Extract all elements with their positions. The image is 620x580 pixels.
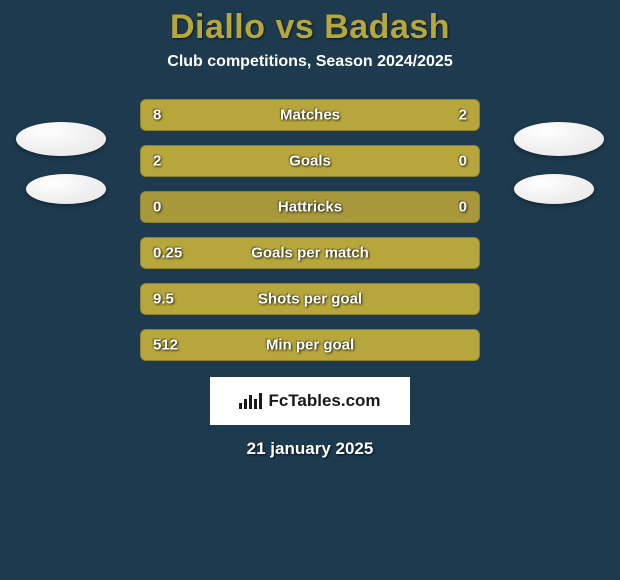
stat-value-left: 0.25 [153,245,182,262]
stat-value-right: 0 [459,199,467,216]
comparison-card: Diallo vs Badash Club competitions, Seas… [0,0,620,580]
stat-fill-left [141,284,479,314]
stat-fill-right [405,100,479,130]
stat-value-left: 512 [153,337,178,354]
stat-fill-left [141,100,405,130]
stat-row: 8 Matches 2 [140,99,480,131]
brand-text: FcTables.com [268,391,380,411]
stat-fill-right [405,146,479,176]
stat-value-left: 8 [153,107,161,124]
player-right-avatar-1 [514,122,604,156]
brand-badge: FcTables.com [210,377,410,425]
page-title: Diallo vs Badash [0,8,620,47]
player-left-avatar-2 [26,174,106,204]
stat-label: Hattricks [141,199,479,216]
stats-container: 8 Matches 2 2 Goals 0 0 Hattricks 0 0.25… [140,99,480,361]
stat-fill-left [141,238,479,268]
stat-row: 0.25 Goals per match [140,237,480,269]
brand-bars-icon [239,393,262,409]
stat-row: 9.5 Shots per goal [140,283,480,315]
footer-date: 21 january 2025 [0,439,620,459]
subtitle: Club competitions, Season 2024/2025 [0,53,620,71]
stat-value-left: 0 [153,199,161,216]
stat-row: 0 Hattricks 0 [140,191,480,223]
stat-value-left: 9.5 [153,291,174,308]
stat-fill-left [141,146,405,176]
stat-row: 2 Goals 0 [140,145,480,177]
stat-fill-left [141,330,479,360]
player-right-avatar-2 [514,174,594,204]
stat-value-left: 2 [153,153,161,170]
stat-value-right: 0 [459,153,467,170]
stat-value-right: 2 [459,107,467,124]
player-left-avatar-1 [16,122,106,156]
stat-row: 512 Min per goal [140,329,480,361]
